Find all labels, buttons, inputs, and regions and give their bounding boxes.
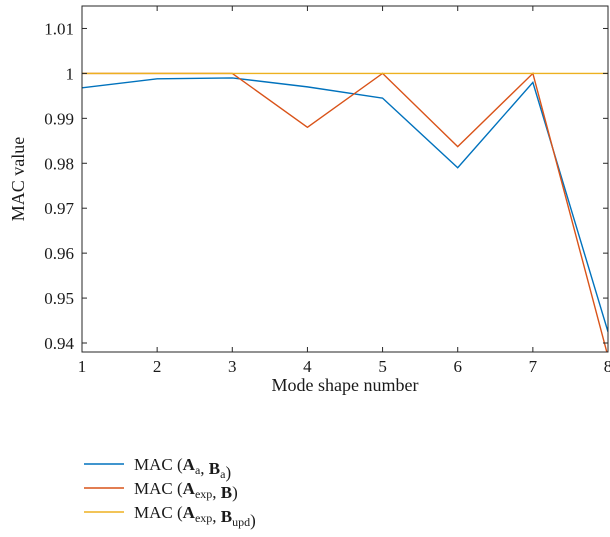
series-line-1 bbox=[82, 77, 608, 332]
legend-entry-2: MAC (Aexp, B) bbox=[84, 479, 238, 502]
y-tick-label: 0.94 bbox=[44, 334, 74, 353]
plot-frame bbox=[81, 5, 609, 353]
x-tick-label: 2 bbox=[153, 357, 162, 376]
series-line-2 bbox=[82, 72, 608, 352]
legend-entry-3: MAC (Aexp, Bupd) bbox=[84, 503, 256, 530]
y-tick-label: 0.95 bbox=[44, 289, 74, 308]
y-axis-label: MAC value bbox=[8, 137, 28, 222]
ticks-layer: 1 2 3 4 5 6 7 8 0.94 0.95 0.96 0.97 0.98 0.99 1 1.01 bbox=[44, 6, 610, 376]
x-tick-label: 6 bbox=[453, 357, 462, 376]
x-tick-label: 3 bbox=[228, 357, 237, 376]
legend-label: MAC (Aexp, B) bbox=[134, 479, 238, 502]
x-tick-label: 1 bbox=[78, 357, 87, 376]
x-tick-label: 8 bbox=[604, 357, 610, 376]
x-tick-label: 7 bbox=[529, 357, 538, 376]
series-layer bbox=[82, 72, 608, 352]
y-tick-label: 1.01 bbox=[44, 19, 74, 38]
legend-entry-1: MAC (Aa, Ba) bbox=[84, 455, 231, 482]
x-tick-label: 5 bbox=[378, 357, 387, 376]
y-tick-label: 0.99 bbox=[44, 109, 74, 128]
y-tick-label: 0.98 bbox=[44, 154, 74, 173]
legend-label: MAC (Aa, Ba) bbox=[134, 455, 231, 482]
y-tick-label: 0.97 bbox=[44, 199, 74, 218]
y-tick-label: 0.96 bbox=[44, 244, 74, 263]
x-axis-label: Mode shape number bbox=[272, 375, 419, 395]
legend-label: MAC (Aexp, Bupd) bbox=[134, 503, 256, 530]
x-tick-label: 4 bbox=[303, 357, 312, 376]
y-tick-label: 1 bbox=[66, 64, 75, 83]
legend: MAC (Aa, Ba)MAC (Aexp, B)MAC (Aexp, Bupd… bbox=[84, 455, 256, 530]
